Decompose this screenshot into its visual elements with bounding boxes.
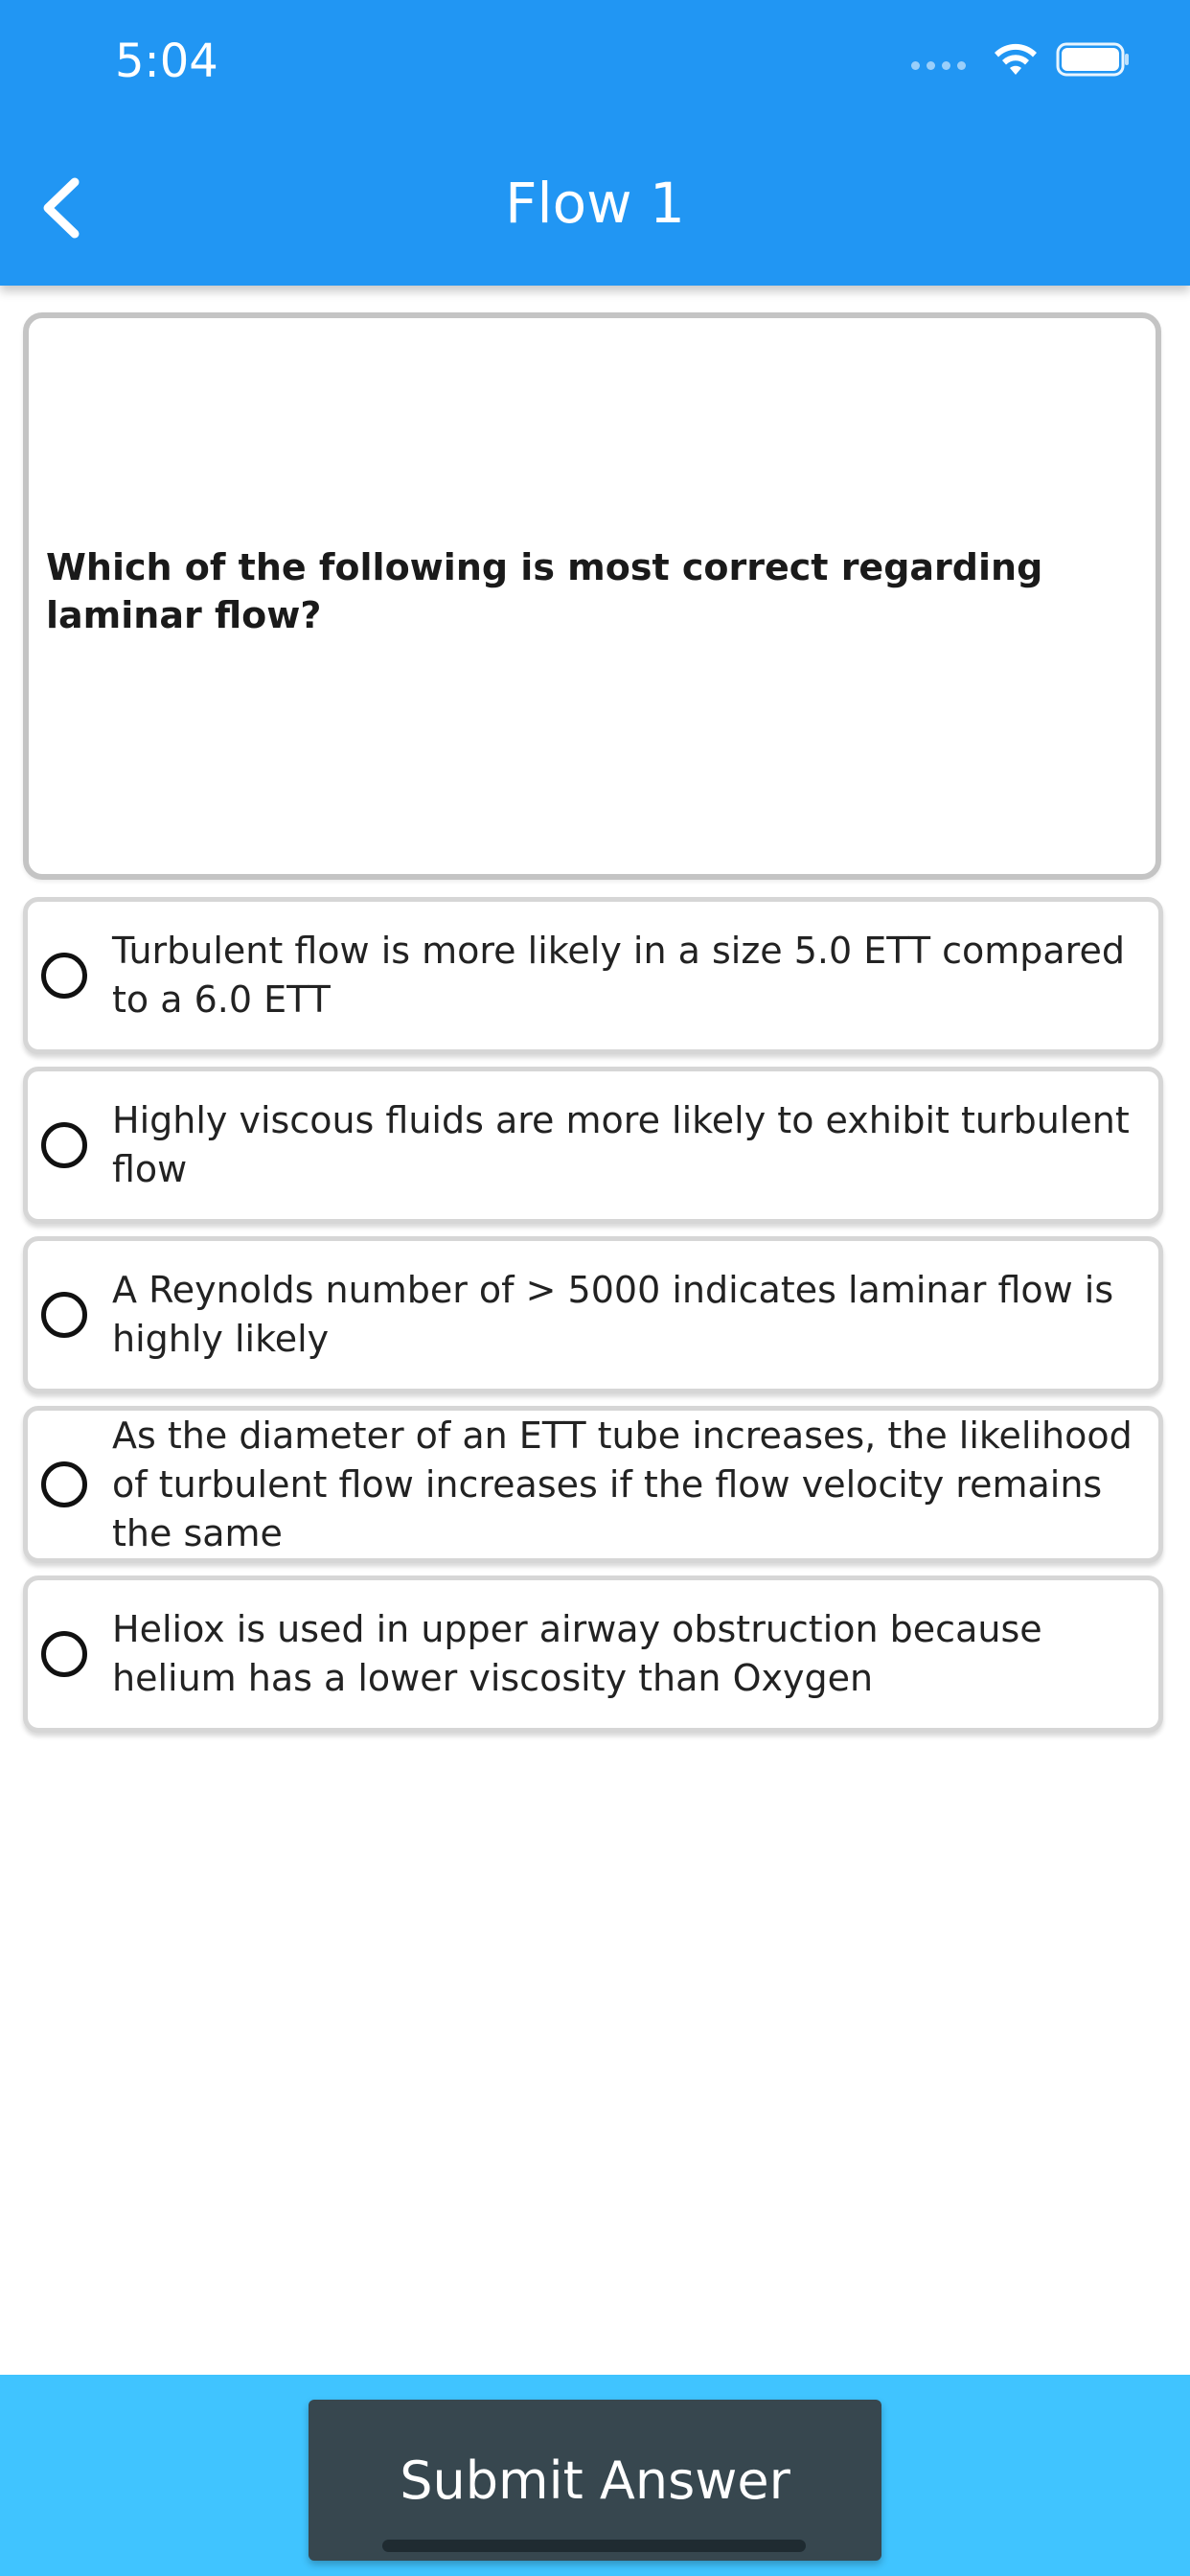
wifi-icon (995, 43, 1037, 75)
answer-option-1[interactable]: Turbulent flow is more likely in a size … (23, 897, 1163, 1054)
radio-button[interactable] (41, 953, 87, 999)
battery-icon (1056, 42, 1129, 77)
answer-option-5[interactable]: Heliox is used in upper airway obstructi… (23, 1576, 1163, 1733)
answer-option-label: A Reynolds number of > 5000 indicates la… (112, 1269, 1114, 1360)
chevron-left-icon (43, 177, 80, 239)
question-text: Which of the following is most correct r… (46, 546, 1043, 636)
radio-button[interactable] (41, 1292, 87, 1338)
answer-option-2[interactable]: Highly viscous fluids are more likely to… (23, 1067, 1163, 1224)
answer-option-label: Turbulent flow is more likely in a size … (112, 930, 1125, 1021)
answer-option-label: Highly viscous fluids are more likely to… (112, 1099, 1130, 1190)
answer-option-4[interactable]: As the diameter of an ETT tube increases… (23, 1406, 1163, 1563)
submit-answer-button[interactable]: Submit Answer (309, 2400, 881, 2561)
home-indicator (382, 2540, 806, 2552)
answer-option-3[interactable]: A Reynolds number of > 5000 indicates la… (23, 1236, 1163, 1393)
status-time: 5:04 (115, 34, 218, 88)
radio-button[interactable] (41, 1122, 87, 1168)
answer-option-label: Heliox is used in upper airway obstructi… (112, 1608, 1042, 1699)
page-title: Flow 1 (505, 171, 685, 236)
signal-dots-icon (911, 60, 966, 70)
app-bar: 5:04 Flow 1 (0, 0, 1190, 286)
status-icons (911, 42, 1131, 77)
back-button[interactable] (36, 172, 94, 243)
radio-button[interactable] (41, 1461, 87, 1507)
radio-button[interactable] (41, 1631, 87, 1677)
answer-option-label: As the diameter of an ETT tube increases… (112, 1414, 1133, 1554)
question-card: Which of the following is most correct r… (23, 312, 1161, 880)
